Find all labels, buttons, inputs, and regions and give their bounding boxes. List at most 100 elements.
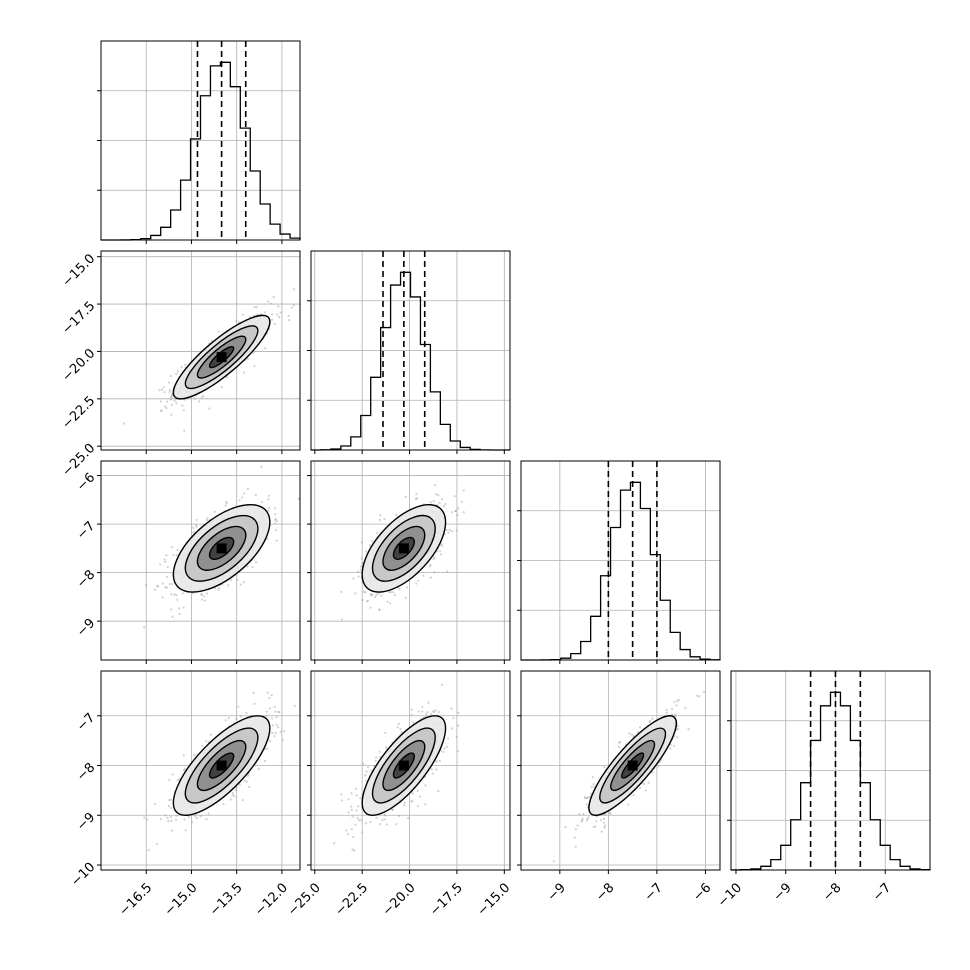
y-tick-label-1-2: −20.0 [60,346,99,385]
scatter-point [308,661,310,663]
scatter-point [235,786,238,790]
scatter-point [378,518,382,522]
panel-frame [310,460,511,661]
scatter-point [195,525,198,528]
scatter-point [170,394,173,397]
scatter-point [665,708,668,712]
scatter-point [574,845,577,848]
scatter-point [407,817,410,820]
scatter-point [273,507,277,510]
scatter-point [364,822,368,825]
scatter-point [246,357,249,361]
scatter-point [411,721,415,724]
scatter-panel-2-1 [307,460,511,664]
scatter-point [415,582,418,585]
scatter-point [267,498,270,501]
scatter-point [380,594,383,597]
scatter-point [415,493,418,496]
x-tick-label-0-1: −15.0 [162,880,201,919]
y-tick-label-2-1: −8 [74,567,98,591]
scatter-point [278,315,281,319]
scatter-point [225,376,229,379]
scatter-point [290,306,294,309]
scatter-point [421,710,424,713]
scatter-point [341,799,344,802]
scatter-point [414,497,418,501]
scatter-point [235,717,238,720]
scatter-point [235,319,238,322]
scatter-point [181,592,185,595]
scatter-point [183,818,186,821]
x-tick-label-3-0: −10 [715,880,745,910]
scatter-point [165,554,168,557]
scatter-point [584,797,587,800]
density-peak [216,760,227,771]
scatter-point [657,765,660,768]
scatter-point [391,808,395,812]
scatter-point [442,750,445,754]
scatter-point [173,399,176,402]
scatter-point [165,575,169,579]
contour-line [196,739,247,792]
scatter-point [272,295,275,299]
scatter-point [583,796,586,799]
histogram-0 [100,61,301,241]
scatter-point [170,403,173,407]
x-tick-label-2-3: −6 [690,880,714,904]
scatter-point [404,495,407,499]
scatter-point [438,759,441,763]
scatter-point [245,780,248,783]
scatter-point [203,599,207,602]
scatter-point [267,509,270,512]
scatter-point [586,819,589,822]
density-peak [627,760,638,771]
scatter-point [445,528,448,532]
scatter-point [293,704,296,708]
x-tick-label-1-0: −25.0 [285,880,324,919]
scatter-point [123,422,126,425]
scatter-point [448,529,451,532]
scatter-point [163,558,166,561]
scatter-point [353,849,356,852]
contour-line [610,739,656,792]
scatter-point [446,737,450,740]
scatter-point [184,829,187,832]
scatter-point [170,397,173,400]
scatter-point [366,766,370,769]
scatter-point [618,745,621,748]
scatter-point [246,487,249,491]
scatter-point [293,288,296,291]
scatter-point [440,683,443,687]
scatter-point [264,347,267,350]
scatter-point [421,705,424,709]
scatter-point [269,302,272,305]
scatter-point [411,792,414,795]
scatter-point [411,799,414,802]
scatter-point [227,716,230,720]
scatter-point [675,704,678,707]
scatter-point [270,717,274,720]
scatter-point [239,583,242,586]
scatter-point [444,502,447,506]
scatter-point [217,588,220,591]
scatter-point [238,499,241,502]
scatter-point [437,789,440,793]
scatter-point [434,709,437,712]
contour-line [588,715,678,816]
scatter-point [404,596,407,599]
scatter-point [217,330,220,333]
scatter-point [373,764,376,767]
scatter-point [618,741,622,744]
x-tick-label-1-3: −17.5 [427,880,466,919]
scatter-point [350,828,353,831]
scatter-point [176,548,179,552]
scatter-point [651,770,654,774]
y-tick-label-1-1: −22.5 [60,394,99,433]
scatter-point [241,799,244,802]
scatter-point [167,381,171,384]
scatter-point [600,830,603,833]
scatter-point [595,820,598,823]
scatter-point [267,494,271,497]
scatter-point [255,306,258,309]
scatter-point [371,539,374,543]
